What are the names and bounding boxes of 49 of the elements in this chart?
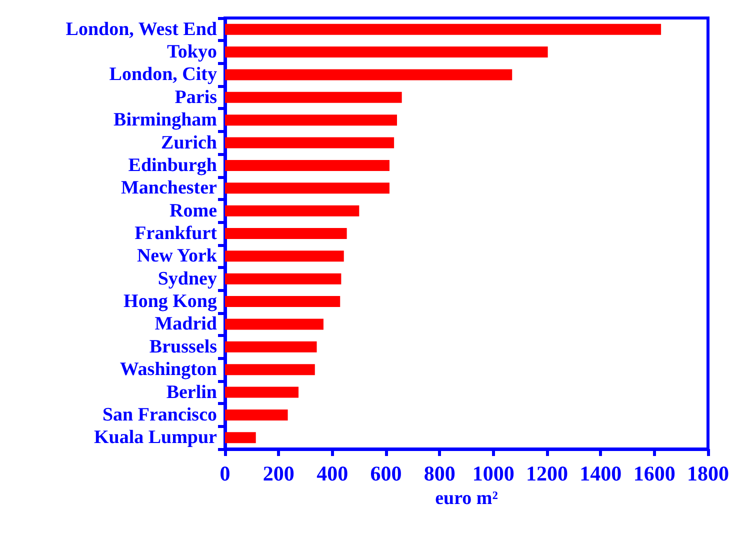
x-tick-label: 400 [316,462,348,486]
bar [225,386,299,398]
bar [225,92,402,103]
y-tick-label: Rome [170,200,217,222]
x-tick-label: 1200 [526,462,568,486]
y-tick-label: Kuala Lumpur [94,427,218,448]
y-tick-label: Tokyo [167,42,217,63]
bar [225,296,340,308]
bar [225,182,390,194]
bar [225,273,342,284]
x-tick-label: 600 [370,462,402,486]
bar [225,250,344,262]
y-tick-label: Madrid [154,314,218,335]
x-tick-label: 1600 [633,462,676,486]
y-tick-label: Brussels [149,336,217,358]
bar [225,364,315,376]
x-axis-title: euro m² [435,488,498,509]
bar [225,409,288,420]
y-tick-label: Hong Kong [124,291,218,312]
bar [225,46,548,58]
y-tick-label: Manchester [120,178,218,199]
bar [225,228,347,239]
x-tick-label: 0 [220,462,230,486]
x-tick-label: 1800 [687,462,729,486]
bar [225,341,317,352]
bar [225,137,394,148]
y-tick-label: Berlin [166,382,218,403]
y-tick-label: Birmingham [114,110,218,131]
x-tick-label: 800 [424,462,456,486]
bar [225,24,662,35]
bar [225,114,397,126]
y-tick-label: Sydney [158,268,218,290]
x-tick-label: 200 [262,462,294,486]
y-tick-label: London, West End [66,18,218,40]
bar [225,205,360,216]
y-tick-label: London, City [109,64,218,86]
bar [225,318,324,330]
bar [225,160,390,171]
y-tick-label: Washington [120,359,218,380]
bar [225,432,256,444]
y-tick-label: San Francisco [102,404,217,426]
y-tick-label: New York [136,246,218,267]
x-tick-label: 1400 [580,462,622,486]
bar [225,69,512,80]
y-tick-label: Frankfurt [134,223,218,244]
y-tick-label: Paris [174,86,217,108]
y-tick-label: Edinburgh [128,154,218,176]
x-tick-label: 1000 [472,462,514,486]
y-tick-label: Zurich [161,132,218,154]
